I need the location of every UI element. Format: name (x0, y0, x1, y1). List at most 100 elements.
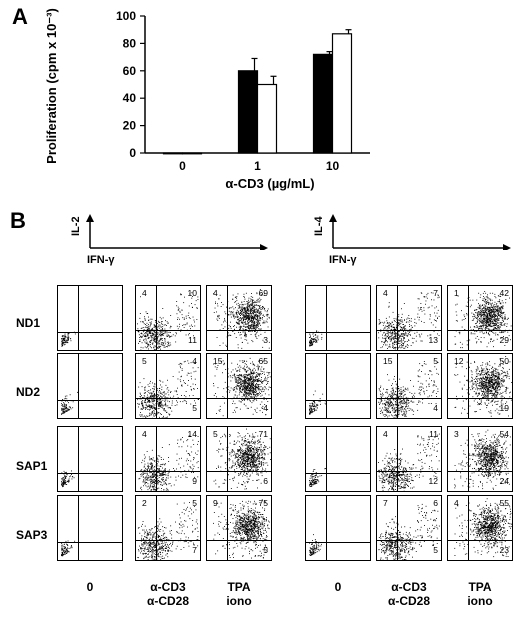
quadrant-gate-horizontal (58, 473, 122, 474)
quadrant-value-upper-left: 5 (142, 356, 147, 366)
quadrant-gate-horizontal (136, 540, 200, 541)
col-label-left-2: TPA iono (206, 580, 272, 608)
scatter-dots (61, 470, 75, 488)
quadrant-value-upper-left: 4 (213, 288, 218, 298)
quadrant-value-lower-right: 4 (263, 403, 268, 413)
left-x-axis-title: IFN-γ (87, 254, 115, 266)
quadrant-gate-horizontal (448, 330, 512, 331)
col-label-left-0: 0 (57, 580, 123, 594)
quadrant-gate-horizontal (306, 542, 370, 543)
quadrant-gate-horizontal (448, 540, 512, 541)
quadrant-value-upper-left: 4 (383, 288, 388, 298)
scatter-dots (61, 391, 78, 415)
y-tick-label: 80 (123, 36, 137, 50)
flow-plot-left-nd2-col2: 15 65 4 (206, 353, 272, 419)
quadrant-gate-horizontal (136, 471, 200, 472)
quadrant-value-upper-right: 5 (192, 498, 197, 508)
col-label-right-0-line1: 0 (334, 580, 342, 594)
quadrant-gate-horizontal (306, 473, 370, 474)
x-tick-label: 10 (326, 159, 340, 173)
quadrant-gate-horizontal (377, 471, 441, 472)
quadrant-value-upper-left: 5 (213, 429, 218, 439)
flow-plot-left-sap3-col0 (57, 495, 123, 561)
quadrant-gate-vertical (78, 354, 79, 418)
quadrant-gate-horizontal (448, 398, 512, 399)
quadrant-value-lower-right: 29 (499, 335, 509, 345)
quadrant-gate-horizontal (207, 540, 271, 541)
flow-plot-right-nd1-col2: 1 42 29 (447, 285, 513, 351)
quadrant-value-lower-right: 4 (433, 403, 438, 413)
col-label-left-1-line1: α-CD3 (150, 580, 186, 594)
row-label-nd1: ND1 (16, 316, 41, 330)
col-label-right-1-line2: α-CD28 (387, 594, 431, 608)
quadrant-value-upper-right: 6 (433, 498, 438, 508)
quadrant-gate-vertical (326, 286, 327, 350)
quadrant-value-upper-left: 4 (142, 288, 147, 298)
right-axis-key-arrows (329, 214, 511, 250)
flow-plot-left-nd2-col0 (57, 353, 123, 419)
quadrant-gate-vertical (397, 427, 398, 491)
row-label-nd2: ND2 (16, 385, 41, 399)
col-label-left-1: α-CD3 α-CD28 (135, 580, 201, 608)
quadrant-gate-horizontal (207, 398, 271, 399)
quadrant-value-upper-right: 71 (258, 429, 268, 439)
quadrant-gate-horizontal (377, 540, 441, 541)
bar-black-1 (237, 70, 259, 154)
quadrant-gate-vertical (468, 427, 469, 491)
quadrant-gate-horizontal (448, 471, 512, 472)
quadrant-gate-vertical (397, 496, 398, 560)
scatter-dots (213, 357, 271, 417)
quadrant-value-lower-right: 13 (428, 335, 438, 345)
quadrant-value-lower-right: 12 (428, 476, 438, 486)
quadrant-gate-vertical (156, 496, 157, 560)
quadrant-value-upper-right: 5 (433, 356, 438, 366)
quadrant-value-upper-right: 4 (192, 356, 197, 366)
quadrant-gate-vertical (78, 286, 79, 350)
quadrant-value-upper-right: 69 (258, 288, 268, 298)
quadrant-gate-horizontal (377, 398, 441, 399)
col-label-left-2-line1: TPA (227, 580, 251, 594)
scatter-dots (137, 502, 199, 560)
quadrant-gate-horizontal (58, 542, 122, 543)
panel-a-x-axis-label: α-CD3 (µg/mL) (225, 176, 315, 191)
quadrant-gate-horizontal (58, 400, 122, 401)
scatter-dots (137, 360, 199, 418)
flow-plot-right-sap3-col2: 4 55 23 (447, 495, 513, 561)
quadrant-value-upper-right: 10 (187, 288, 197, 298)
quadrant-gate-vertical (156, 427, 157, 491)
quadrant-value-lower-right: 5 (192, 403, 197, 413)
left-y-axis-title: IL-2 (70, 216, 82, 236)
quadrant-value-upper-left: 9 (213, 498, 218, 508)
y-tick-label: 40 (123, 91, 137, 105)
flow-plot-left-sap3-col2: 9 75 5 (206, 495, 272, 561)
quadrant-value-upper-left: 15 (383, 356, 393, 366)
panel-a-bar-chart: 0 20 40 60 80 100 0 1 10 (116, 9, 370, 173)
quadrant-gate-vertical (468, 286, 469, 350)
y-tick-label: 100 (116, 9, 136, 23)
quadrant-gate-vertical (227, 354, 228, 418)
quadrant-value-upper-right: 7 (433, 288, 438, 298)
quadrant-value-upper-left: 4 (383, 429, 388, 439)
row-label-sap3: SAP3 (16, 528, 48, 542)
x-tick-label: 0 (179, 159, 186, 173)
quadrant-value-lower-right: 5 (263, 545, 268, 555)
flow-plot-right-sap1-col1: 4 11 12 (376, 426, 442, 492)
quadrant-value-upper-right: 11 (429, 429, 438, 439)
flow-plot-right-nd2-col0 (305, 353, 371, 419)
bar-white-0 (181, 152, 203, 155)
quadrant-gate-vertical (397, 354, 398, 418)
quadrant-gate-horizontal (377, 330, 441, 331)
y-tick-label: 60 (123, 64, 137, 78)
quadrant-gate-vertical (78, 427, 79, 491)
quadrant-gate-horizontal (306, 400, 370, 401)
scatter-dots (137, 292, 199, 350)
quadrant-value-upper-right: 54 (499, 429, 509, 439)
y-tick-label: 0 (129, 146, 136, 160)
quadrant-gate-vertical (468, 496, 469, 560)
quadrant-value-upper-left: 2 (142, 498, 147, 508)
y-tick-label: 20 (123, 119, 137, 133)
scatter-dots (213, 428, 271, 490)
scatter-dots (213, 499, 270, 559)
quadrant-value-upper-right: 42 (499, 288, 509, 298)
col-label-left-2-line2: iono (226, 594, 252, 608)
